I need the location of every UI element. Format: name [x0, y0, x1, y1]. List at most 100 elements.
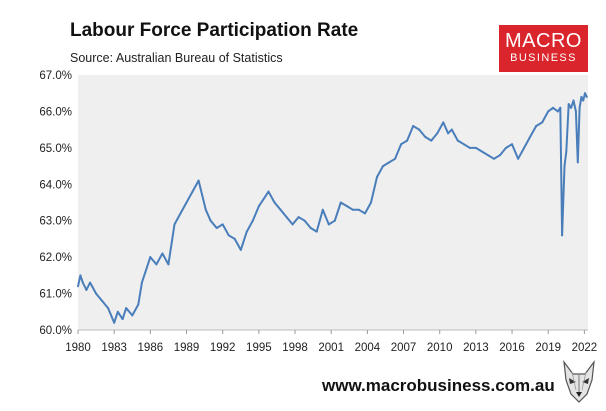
x-axis-ticks: 1980 1983 1986 1989 1992 1995 1998 2001 2004 2007…	[65, 330, 597, 354]
data-point	[327, 223, 330, 226]
website-url[interactable]: www.macrobusiness.com.au	[322, 376, 555, 395]
x-tick-label: 1986	[138, 342, 164, 354]
data-point	[85, 288, 88, 291]
data-point	[297, 216, 300, 219]
data-point	[77, 285, 79, 288]
data-point	[442, 121, 445, 124]
chart-subtitle: Source: Australian Bureau of Statistics	[70, 51, 283, 65]
data-point	[578, 106, 581, 109]
data-point	[394, 157, 397, 160]
data-point	[89, 281, 92, 284]
data-point	[447, 132, 450, 135]
data-point	[185, 201, 188, 204]
series-group	[77, 92, 588, 324]
data-point	[345, 205, 348, 208]
x-tick-label: 2016	[499, 342, 525, 354]
x-tick-label: 2013	[463, 342, 489, 354]
data-point	[572, 99, 575, 102]
data-point	[418, 128, 421, 131]
data-point	[400, 143, 403, 146]
data-point	[116, 310, 119, 313]
data-point	[511, 143, 514, 146]
data-point	[556, 110, 559, 113]
data-point	[424, 135, 427, 138]
data-point	[412, 125, 415, 127]
x-tick-label: 1983	[101, 342, 127, 354]
data-point	[430, 139, 433, 142]
y-tick-label: 61.0%	[39, 289, 72, 301]
data-point	[101, 299, 104, 302]
y-axis-ticks: 60.0% 61.0% 62.0% 63.0% 64.0% 65.0% 66.0% 67.0%	[39, 70, 72, 337]
data-point	[339, 201, 342, 204]
x-tick-label: 2022	[572, 342, 598, 354]
data-point	[523, 146, 526, 149]
data-point	[369, 201, 372, 204]
data-point	[113, 321, 116, 324]
data-point	[204, 208, 207, 211]
y-tick-label: 65.0%	[39, 143, 72, 155]
data-point	[167, 263, 170, 266]
data-point	[262, 197, 265, 200]
data-point	[376, 176, 379, 178]
data-point	[197, 179, 200, 182]
plot-area	[78, 75, 588, 330]
data-point	[291, 223, 294, 226]
data-point	[81, 281, 84, 284]
data-point	[267, 190, 270, 193]
data-point	[239, 248, 242, 251]
data-point	[547, 110, 550, 113]
logo-line-business: BUSINESS	[510, 52, 577, 64]
y-tick-label: 60.0%	[39, 325, 72, 337]
data-point	[107, 307, 110, 310]
data-point	[574, 110, 577, 113]
data-point	[585, 95, 588, 98]
data-point	[363, 212, 366, 215]
data-point	[468, 146, 471, 149]
data-point	[144, 270, 147, 273]
data-point	[273, 201, 276, 204]
data-point	[155, 263, 158, 266]
data-point	[480, 150, 483, 153]
data-point	[227, 234, 230, 237]
data-point	[576, 161, 579, 164]
x-tick-label: 2010	[427, 342, 453, 354]
data-point	[315, 230, 318, 233]
data-point	[209, 219, 212, 222]
data-point	[257, 205, 260, 208]
y-tick-label: 67.0%	[39, 70, 72, 82]
data-point	[450, 128, 453, 131]
data-point	[137, 303, 140, 306]
data-point	[221, 223, 224, 226]
data-point	[517, 157, 520, 160]
data-point	[580, 95, 583, 98]
data-point	[552, 106, 555, 109]
x-tick-label: 2004	[355, 342, 381, 354]
data-point	[565, 150, 568, 153]
x-tick-label: 2019	[535, 342, 561, 354]
data-point	[351, 208, 354, 211]
data-point	[436, 132, 439, 135]
data-point	[474, 146, 477, 149]
data-point	[179, 212, 182, 215]
data-point	[567, 103, 570, 106]
y-tick-label: 64.0%	[39, 179, 72, 191]
chart-title: Labour Force Participation Rate	[70, 20, 359, 41]
macro-business-logo: MACRO BUSINESS	[499, 25, 588, 72]
data-point	[233, 237, 236, 240]
data-point	[406, 139, 409, 142]
data-point	[333, 219, 336, 222]
data-point	[382, 165, 385, 168]
data-point	[161, 252, 164, 255]
x-tick-label: 1992	[210, 342, 236, 354]
data-point	[125, 307, 128, 310]
data-point	[498, 154, 501, 157]
data-point	[582, 99, 585, 102]
data-point	[541, 121, 544, 124]
data-point	[140, 281, 143, 284]
data-point	[462, 143, 465, 146]
data-point	[357, 208, 360, 211]
x-tick-label: 1998	[282, 342, 308, 354]
x-tick-label: 2007	[391, 342, 417, 354]
x-tick-label: 2001	[318, 342, 344, 354]
data-point	[563, 165, 566, 168]
